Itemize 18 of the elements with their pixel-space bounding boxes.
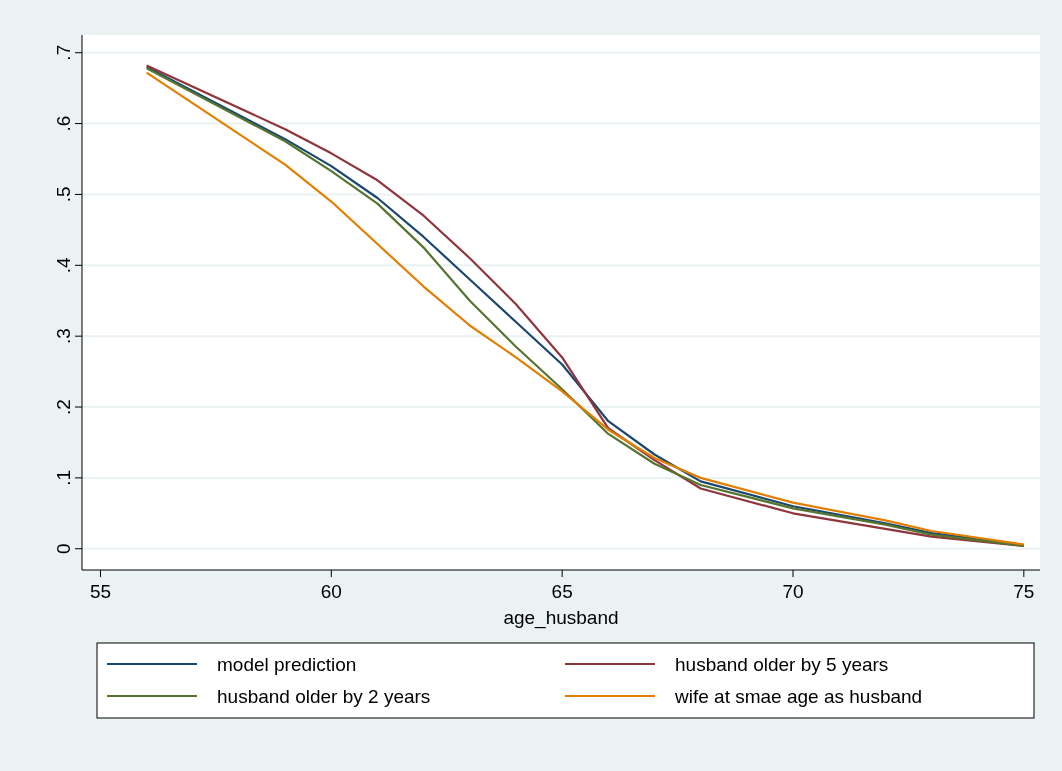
y-tick-label: .2 xyxy=(53,399,74,415)
x-tick-label: 70 xyxy=(782,581,804,602)
y-tick-label: .7 xyxy=(53,44,74,61)
y-tick-label: .5 xyxy=(53,186,74,203)
legend-label: model prediction xyxy=(217,654,357,675)
x-tick-label: 65 xyxy=(551,581,573,602)
y-tick-label: .3 xyxy=(53,328,74,345)
legend-label: wife at smae age as husband xyxy=(674,686,923,707)
y-tick-label: .1 xyxy=(53,469,74,486)
y-tick-label: .6 xyxy=(53,115,74,132)
y-tick-label: .4 xyxy=(53,256,74,274)
x-tick-label: 55 xyxy=(89,581,112,602)
x-tick-label: 60 xyxy=(320,581,342,602)
legend-label: husband older by 5 years xyxy=(675,654,889,675)
legend-label: husband older by 2 years xyxy=(217,686,431,707)
x-axis-title: age_husband xyxy=(503,607,619,629)
x-tick-label: 75 xyxy=(1013,581,1035,602)
y-tick-label: 0 xyxy=(53,543,74,555)
